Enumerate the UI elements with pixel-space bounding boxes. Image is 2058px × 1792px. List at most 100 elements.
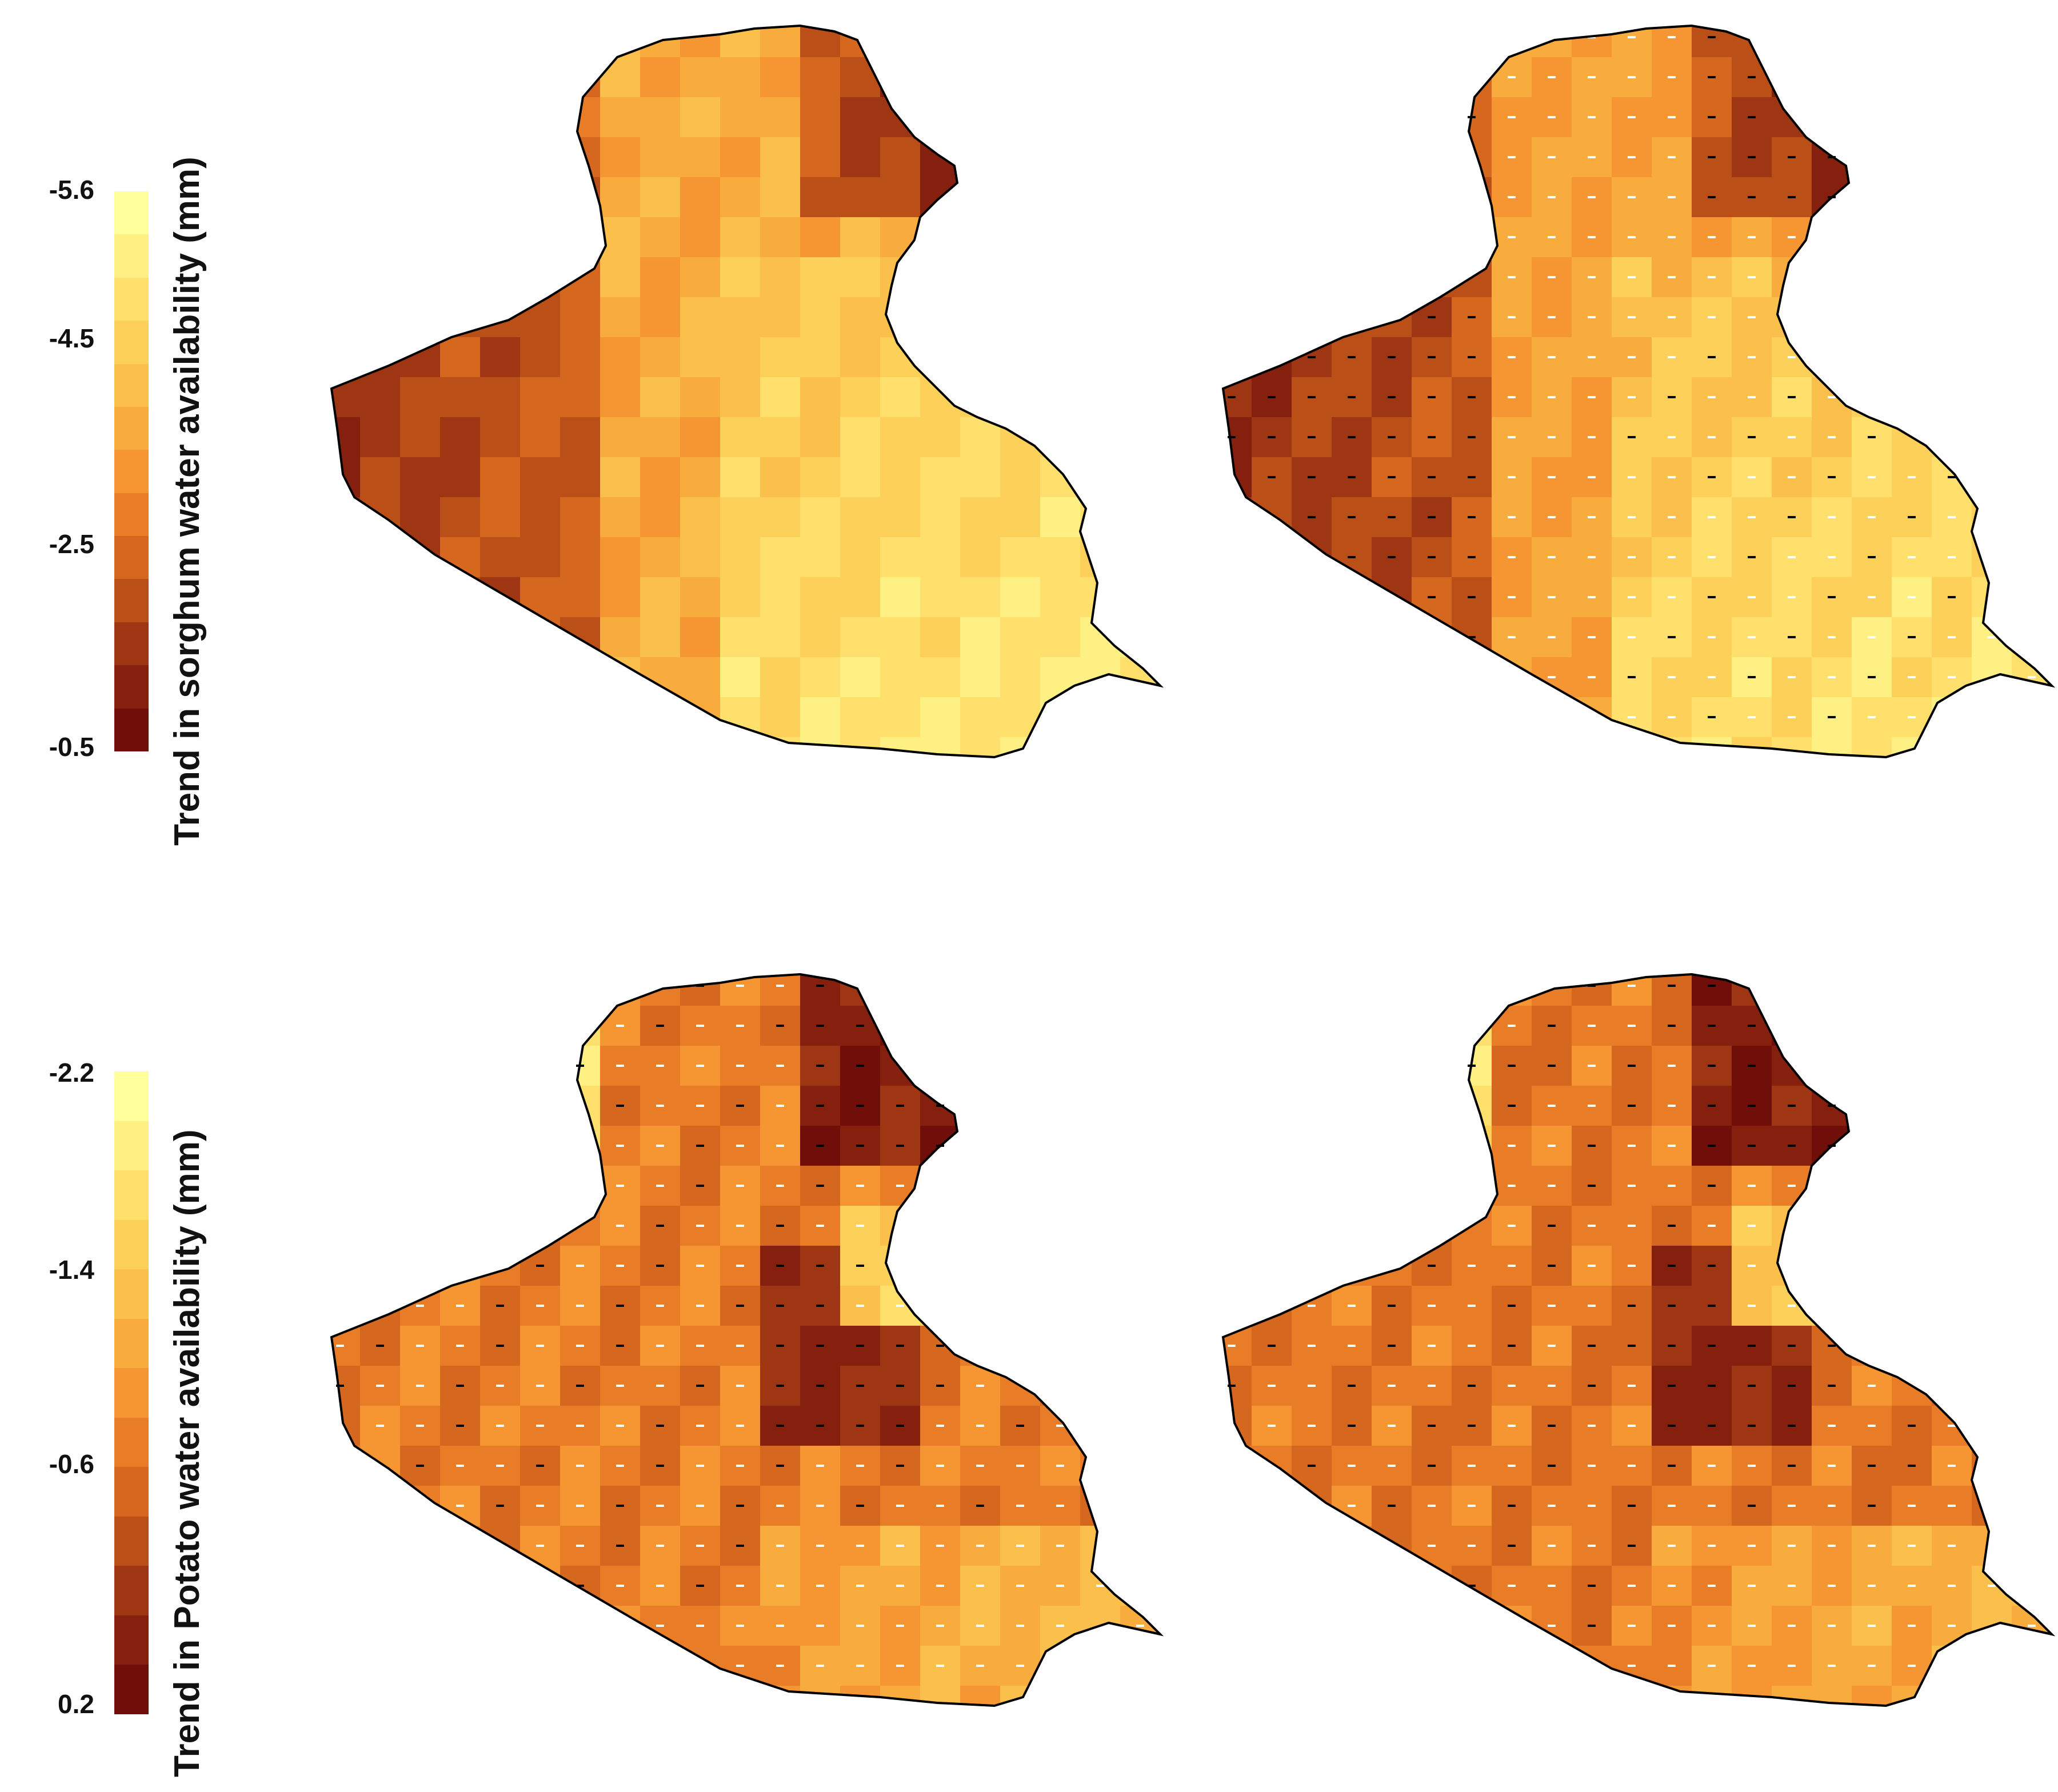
grid-cell bbox=[1452, 697, 1492, 738]
grid-cell bbox=[520, 497, 561, 538]
grid-cell bbox=[560, 497, 601, 538]
grid-cell bbox=[1812, 1686, 1852, 1706]
grid-cell bbox=[440, 97, 481, 138]
grid-cell bbox=[1332, 26, 1372, 58]
grid-cell bbox=[560, 457, 601, 498]
grid-cell bbox=[960, 497, 1001, 538]
grid-cell bbox=[1812, 257, 1852, 298]
grid-cell bbox=[1080, 1046, 1121, 1086]
grid-cell bbox=[920, 497, 961, 538]
grid-cell bbox=[2012, 417, 2052, 458]
grid-cell bbox=[560, 337, 601, 378]
grid-cell bbox=[1892, 257, 1932, 298]
grid-cell bbox=[1732, 737, 1772, 757]
grid-cell bbox=[1892, 26, 1932, 58]
grid-cell bbox=[520, 217, 561, 258]
grid-cell bbox=[960, 1086, 1001, 1126]
grid-cell bbox=[1160, 97, 1177, 138]
grid-cell bbox=[520, 657, 561, 698]
grid-cell bbox=[1332, 974, 1372, 1006]
grid-cell bbox=[400, 1646, 441, 1686]
grid-cell bbox=[1120, 1086, 1160, 1126]
grid-cell bbox=[331, 177, 361, 218]
grid-cell bbox=[1532, 737, 1572, 757]
grid-cell bbox=[2012, 377, 2052, 418]
grid-cell bbox=[1120, 1446, 1160, 1486]
grid-cell bbox=[560, 57, 601, 98]
grid-cell bbox=[1080, 457, 1121, 498]
grid-cell bbox=[2012, 177, 2052, 218]
grid-cell bbox=[1080, 537, 1121, 578]
grid-cell bbox=[1852, 1166, 1892, 1206]
grid-cell bbox=[1372, 57, 1412, 98]
grid-cell bbox=[331, 577, 361, 618]
grid-cell bbox=[1412, 657, 1452, 698]
grid-cell bbox=[360, 1206, 401, 1246]
grid-cell bbox=[1732, 1686, 1772, 1706]
grid-cell bbox=[920, 1006, 961, 1046]
grid-cell bbox=[331, 1006, 361, 1046]
grid-cell bbox=[2012, 537, 2052, 578]
grid-cell bbox=[1892, 297, 1932, 338]
grid-cell bbox=[1892, 1126, 1932, 1166]
grid-cell bbox=[1160, 1366, 1177, 1406]
grid-cell bbox=[1452, 217, 1492, 258]
grid-cell bbox=[1892, 737, 1932, 757]
tick-label: -2.5 bbox=[49, 529, 94, 559]
grid-cell bbox=[1040, 137, 1081, 178]
grid-cell bbox=[1160, 537, 1177, 578]
grid-cell bbox=[1972, 377, 2012, 418]
grid-cell bbox=[400, 497, 441, 538]
grid-cell bbox=[560, 1166, 601, 1206]
grid-cell bbox=[880, 697, 921, 738]
grid-cell bbox=[1492, 1646, 1532, 1686]
grid-cell bbox=[1932, 337, 1972, 378]
grid-cell bbox=[1892, 217, 1932, 258]
grid-cell bbox=[1120, 617, 1160, 658]
grid-cell bbox=[1292, 657, 1332, 698]
grid-cell bbox=[1972, 1286, 2012, 1326]
grid-cell bbox=[640, 1686, 681, 1706]
grid-cell bbox=[1120, 1006, 1160, 1046]
grid-cell bbox=[1000, 1206, 1041, 1246]
grid-cell bbox=[1412, 1206, 1452, 1246]
grid-cell bbox=[640, 1646, 681, 1686]
grid-cell bbox=[520, 697, 561, 738]
grid-cell bbox=[1040, 217, 1081, 258]
grid-cell bbox=[440, 1206, 481, 1246]
grid-cell bbox=[2052, 457, 2057, 498]
grid-cell bbox=[1080, 697, 1121, 738]
grid-cell bbox=[440, 697, 481, 738]
grid-cell bbox=[520, 1606, 561, 1646]
grid-cell bbox=[1292, 1086, 1332, 1126]
grid-cell bbox=[1972, 1166, 2012, 1206]
grid-cell bbox=[1120, 417, 1160, 458]
grid-cell bbox=[1932, 1246, 1972, 1286]
grid-cell bbox=[1292, 1046, 1332, 1086]
grid-cell bbox=[1080, 1686, 1121, 1706]
grid-cell bbox=[960, 257, 1001, 298]
grid-cell bbox=[331, 1046, 361, 1086]
grid-cell bbox=[1972, 137, 2012, 178]
colorbar-swatch bbox=[114, 622, 149, 666]
grid-cell bbox=[400, 974, 441, 1006]
grid-cell bbox=[1000, 737, 1041, 757]
grid-cell bbox=[400, 1566, 441, 1606]
grid-cell bbox=[1252, 177, 1292, 218]
grid-cell bbox=[520, 1206, 561, 1246]
grid-cell bbox=[1892, 1326, 1932, 1366]
grid-cell bbox=[1892, 1086, 1932, 1126]
grid-cell bbox=[1812, 1286, 1852, 1326]
grid-cell bbox=[1223, 617, 1252, 658]
grid-cell bbox=[1292, 26, 1332, 58]
grid-cell bbox=[840, 377, 881, 418]
grid-cell bbox=[1160, 457, 1177, 498]
grid-cell bbox=[1040, 1246, 1081, 1286]
grid-cell bbox=[2012, 1366, 2052, 1406]
grid-cell bbox=[1892, 1166, 1932, 1206]
grid-cell bbox=[440, 577, 481, 618]
grid-cell bbox=[1332, 1526, 1372, 1566]
grid-cell bbox=[480, 257, 521, 298]
grid-cell bbox=[1252, 1446, 1292, 1486]
grid-cell bbox=[1412, 97, 1452, 138]
